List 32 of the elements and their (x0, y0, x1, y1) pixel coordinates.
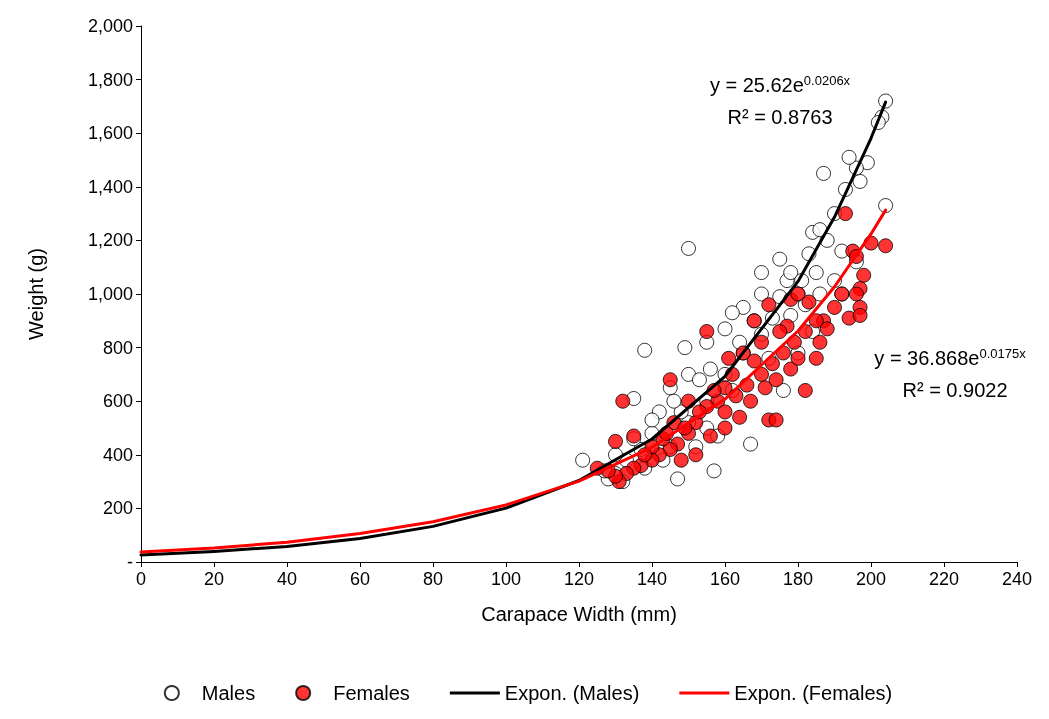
y-tick-label: - (127, 552, 133, 572)
legend-label: Expon. (Females) (734, 682, 893, 704)
x-tick-label: 120 (563, 569, 595, 589)
y-tick-label: 1,600 (87, 123, 133, 144)
x-tick-label: 100 (490, 569, 522, 589)
x-tick-label: 20 (203, 569, 225, 589)
x-tick-label: 180 (782, 569, 814, 589)
x-tick-label: 220 (928, 569, 960, 589)
y-tick-label: 600 (102, 391, 133, 412)
x-tick-label: 200 (855, 569, 887, 589)
x-tick-label: 240 (1001, 569, 1033, 589)
legend-label: Expon. (Males) (504, 682, 640, 704)
x-tick-label: 0 (135, 569, 147, 589)
legend-label: Males (201, 682, 256, 704)
x-axis-title: Carapace Width (mm) (481, 603, 677, 625)
y-tick-label: 400 (102, 444, 133, 465)
annotation: R² = 0.8763 (727, 106, 833, 128)
x-tick-label: 60 (349, 569, 371, 589)
x-tick-label: 80 (422, 569, 444, 589)
y-tick-label: 2,000 (87, 16, 133, 36)
y-axis-title: Weight (g) (25, 248, 47, 340)
y-tick-label: 800 (102, 337, 133, 358)
x-tick-label: 160 (709, 569, 741, 589)
annotation: R² = 0.9022 (902, 379, 1008, 401)
y-tick-label: 1,800 (87, 69, 133, 90)
legend-label: Females (333, 682, 410, 704)
y-tick-label: 1,400 (87, 176, 133, 197)
y-tick-label: 1,200 (87, 230, 133, 251)
x-tick-label: 140 (636, 569, 668, 589)
y-tick-label: 200 (102, 498, 133, 519)
y-tick-label: 1,000 (87, 284, 133, 304)
x-tick-label: 40 (276, 569, 298, 589)
